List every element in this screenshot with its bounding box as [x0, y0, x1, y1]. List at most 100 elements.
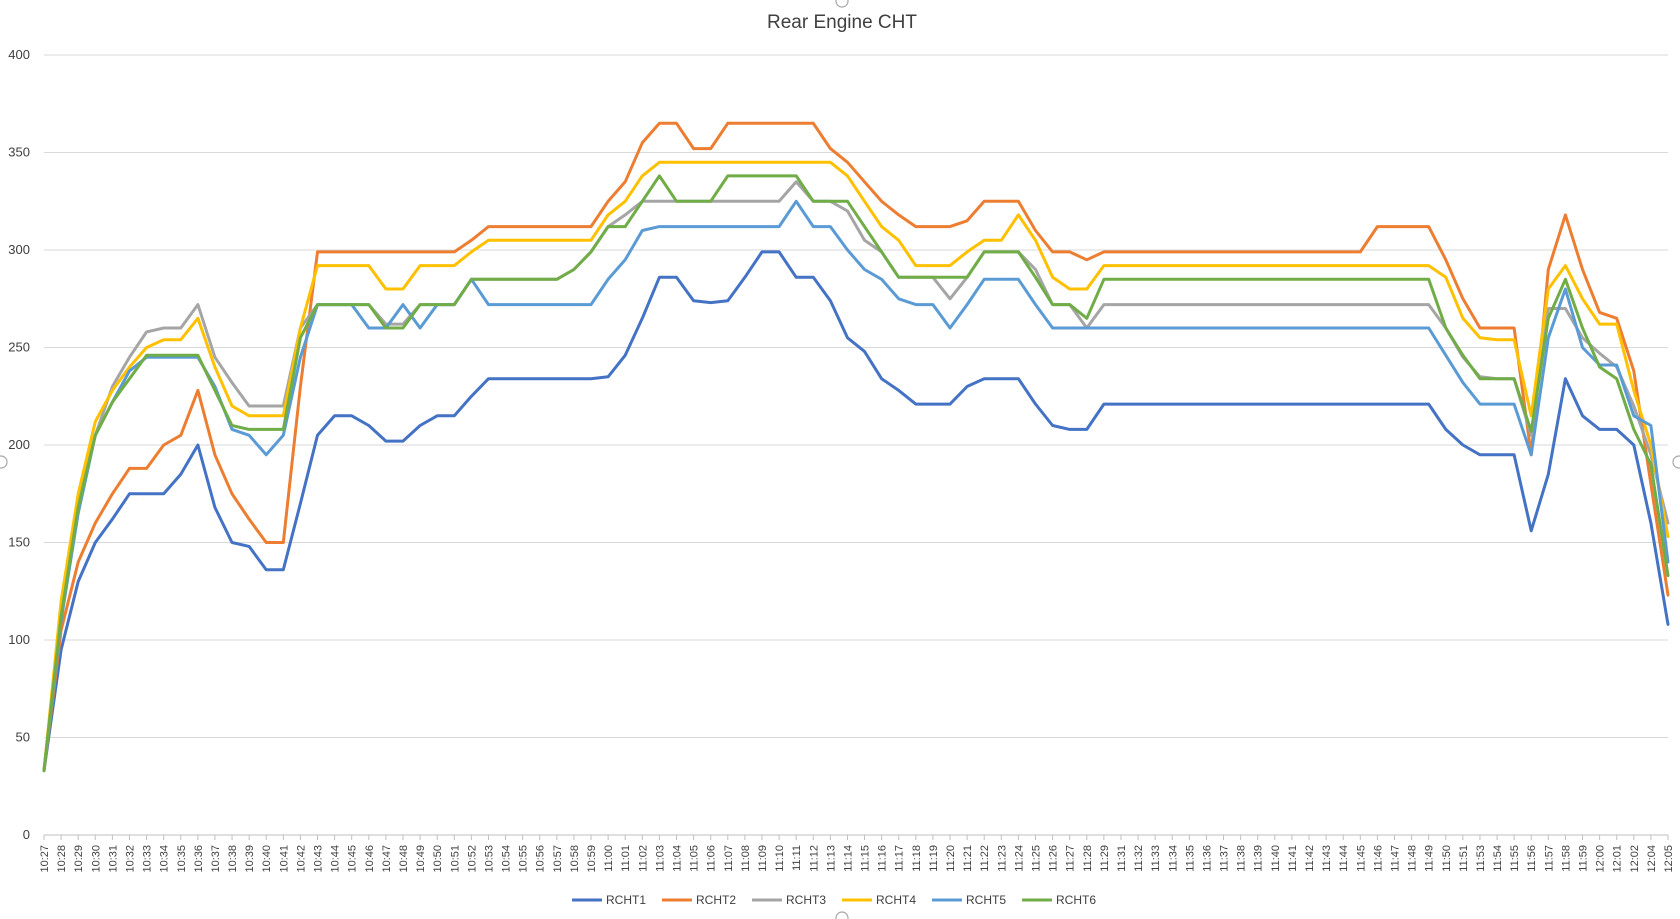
y-tick-label: 0: [23, 827, 30, 842]
x-tick-label: 12:04: [1646, 845, 1658, 873]
x-tick-label: 11:15: [860, 845, 872, 872]
x-tick-label: 10:32: [124, 845, 136, 873]
chart-title: Rear Engine CHT: [767, 12, 917, 33]
x-tick-label: 10:50: [432, 845, 444, 873]
series-line-rcht2: [42, 121, 1670, 773]
x-tick-label: 10:28: [56, 845, 68, 873]
x-tick-label: 11:11: [791, 845, 803, 871]
x-tick-label: 10:33: [142, 845, 154, 873]
x-tick-label: 11:49: [1424, 845, 1436, 872]
x-tick-label: 11:12: [808, 845, 820, 872]
x-tick-label: 11:09: [757, 845, 769, 872]
x-tick-label: 11:50: [1441, 845, 1453, 872]
resize-handle-top[interactable]: [835, 0, 849, 8]
x-tick-label: 11:08: [740, 845, 752, 872]
x-tick-label: 10:35: [176, 845, 188, 873]
x-tick-label: 11:56: [1526, 845, 1538, 872]
y-tick-label: 50: [16, 730, 30, 745]
x-tick-label: 11:01: [620, 845, 632, 872]
y-tick-label: 400: [8, 47, 30, 62]
x-tick-label: 11:34: [1167, 845, 1179, 872]
x-tick-label: 10:46: [364, 845, 376, 873]
x-tick-label: 11:18: [911, 845, 923, 872]
series-line-rcht1: [42, 250, 1670, 773]
x-tick-label: 11:57: [1543, 845, 1555, 872]
x-tick-label: 10:30: [90, 845, 102, 873]
x-tick-label: 10:51: [449, 845, 461, 873]
x-tick-label: 11:17: [894, 845, 906, 872]
x-tick-label: 11:35: [1184, 845, 1196, 872]
x-tick-label: 10:56: [535, 845, 547, 873]
x-tick-label: 10:36: [193, 845, 205, 873]
x-tick-label: 10:38: [227, 845, 239, 873]
x-tick-label: 11:51: [1458, 845, 1470, 872]
x-tick-label: 11:05: [689, 845, 701, 872]
x-tick-label: 10:37: [210, 845, 222, 873]
x-tick-label: 11:16: [877, 845, 889, 872]
legend-label-rcht4: RCHT4: [876, 893, 916, 907]
y-tick-label: 250: [8, 340, 30, 355]
x-tick-label: 10:34: [159, 845, 171, 873]
x-tick-label: 11:00: [603, 845, 615, 872]
x-tick-label: 11:41: [1287, 845, 1299, 872]
x-tick-label: 10:29: [73, 845, 85, 873]
x-tick-label: 10:52: [466, 845, 478, 873]
x-tick-label: 11:31: [1116, 845, 1128, 872]
x-tick-label: 11:19: [928, 845, 940, 872]
series-line-rcht3: [42, 180, 1670, 773]
legend-label-rcht3: RCHT3: [786, 893, 826, 907]
y-tick-label: 100: [8, 632, 30, 647]
legend-label-rcht2: RCHT2: [696, 893, 736, 907]
y-tick-label: 300: [8, 242, 30, 257]
x-tick-label: 11:02: [637, 845, 649, 872]
x-tick-label: 11:27: [1065, 845, 1077, 872]
x-tick-label: 10:47: [381, 845, 393, 873]
x-tick-label: 10:39: [244, 845, 256, 873]
x-tick-label: 11:54: [1492, 845, 1504, 872]
legend-label-rcht1: RCHT1: [606, 893, 646, 907]
y-tick-label: 350: [8, 145, 30, 160]
x-tick-label: 11:44: [1338, 845, 1350, 872]
y-tick-label: 200: [8, 437, 30, 452]
x-tick-label: 11:59: [1578, 845, 1590, 872]
series-line-rcht5: [42, 199, 1670, 773]
x-tick-label: 11:58: [1560, 845, 1572, 872]
x-tick-label: 11:37: [1219, 845, 1231, 872]
x-tick-label: 11:28: [1082, 845, 1094, 872]
x-tick-label: 11:47: [1389, 845, 1401, 872]
x-tick-label: 10:27: [39, 845, 51, 873]
x-tick-label: 10:43: [313, 845, 325, 873]
x-tick-label: 11:40: [1270, 845, 1282, 872]
x-tick-label: 11:07: [723, 845, 735, 872]
x-tick-label: 11:33: [1150, 845, 1162, 872]
x-tick-label: 11:23: [996, 845, 1008, 872]
x-tick-label: 11:22: [979, 845, 991, 872]
x-tick-label: 10:44: [330, 845, 342, 873]
x-tick-label: 11:48: [1407, 845, 1419, 872]
x-tick-label: 10:40: [261, 845, 273, 873]
x-tick-label: 10:54: [501, 845, 513, 873]
resize-handle-bottom[interactable]: [835, 911, 849, 919]
x-tick-label: 11:39: [1253, 845, 1265, 872]
series-line-rcht6: [42, 174, 1670, 773]
y-tick-label: 150: [8, 535, 30, 550]
x-tick-label: 10:31: [107, 845, 119, 873]
x-tick-label: 11:14: [842, 845, 854, 872]
resize-handle-left[interactable]: [0, 455, 8, 469]
resize-handle-right[interactable]: [1672, 455, 1680, 469]
x-tick-label: 11:04: [672, 845, 684, 872]
x-tick-label: 10:59: [586, 845, 598, 873]
x-tick-label: 10:41: [278, 845, 290, 873]
x-tick-label: 11:20: [945, 845, 957, 872]
x-tick-label: 11:21: [962, 845, 974, 872]
x-tick-label: 10:55: [518, 845, 530, 873]
x-tick-label: 11:38: [1236, 845, 1248, 872]
x-tick-label: 11:26: [1048, 845, 1060, 872]
x-tick-label: 11:13: [825, 845, 837, 872]
x-tick-label: 11:36: [1201, 845, 1213, 872]
x-tick-label: 10:53: [483, 845, 495, 873]
x-tick-label: 11:03: [654, 845, 666, 872]
x-tick-label: 12:00: [1595, 845, 1607, 873]
x-tick-label: 10:42: [295, 845, 307, 873]
